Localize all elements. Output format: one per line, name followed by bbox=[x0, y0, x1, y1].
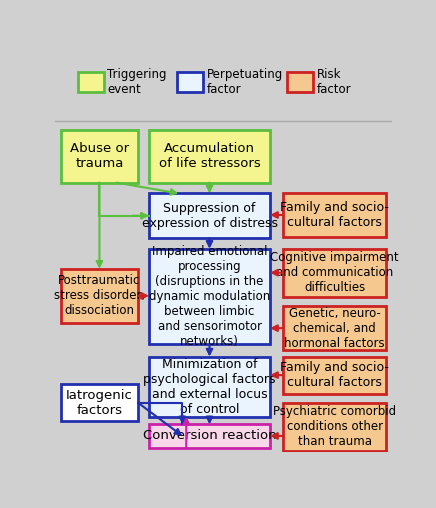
Text: Iatrogenic
factors: Iatrogenic factors bbox=[66, 389, 133, 417]
Text: Cognitive impairment
and communication
difficulties: Cognitive impairment and communication d… bbox=[270, 251, 399, 294]
Text: Minimization of
psychological factors
and external locus
of control: Minimization of psychological factors an… bbox=[143, 358, 276, 416]
FancyBboxPatch shape bbox=[61, 130, 138, 182]
Text: Accumulation
of life stressors: Accumulation of life stressors bbox=[159, 142, 260, 171]
FancyBboxPatch shape bbox=[61, 385, 138, 421]
FancyBboxPatch shape bbox=[149, 357, 270, 417]
FancyBboxPatch shape bbox=[283, 357, 386, 394]
FancyBboxPatch shape bbox=[283, 403, 386, 451]
FancyBboxPatch shape bbox=[149, 194, 270, 238]
Text: Family and socio-
cultural factors: Family and socio- cultural factors bbox=[280, 201, 389, 229]
FancyBboxPatch shape bbox=[283, 249, 386, 297]
FancyBboxPatch shape bbox=[78, 72, 104, 92]
FancyBboxPatch shape bbox=[149, 249, 270, 344]
Text: Risk
factor: Risk factor bbox=[317, 68, 351, 96]
Text: Suppression of
expression of distress: Suppression of expression of distress bbox=[142, 202, 277, 230]
Text: Psychiatric comorbid
conditions other
than trauma: Psychiatric comorbid conditions other th… bbox=[273, 405, 396, 448]
Text: Family and socio-
cultural factors: Family and socio- cultural factors bbox=[280, 361, 389, 389]
FancyBboxPatch shape bbox=[149, 130, 270, 182]
FancyBboxPatch shape bbox=[283, 306, 386, 351]
Text: Abuse or
trauma: Abuse or trauma bbox=[70, 142, 129, 171]
Text: Triggering
event: Triggering event bbox=[107, 68, 167, 96]
Text: Conversion reaction: Conversion reaction bbox=[143, 429, 276, 442]
FancyBboxPatch shape bbox=[283, 194, 386, 237]
FancyBboxPatch shape bbox=[149, 424, 270, 448]
Text: Impaired emotional
processing
(disruptions in the
dynamic modulation
between lim: Impaired emotional processing (disruptio… bbox=[149, 245, 270, 348]
FancyBboxPatch shape bbox=[61, 269, 138, 323]
Text: Posttraumatic
stress disorder,
dissociation: Posttraumatic stress disorder, dissociat… bbox=[54, 274, 145, 318]
Text: Genetic, neuro-
chemical, and
hormonal factors: Genetic, neuro- chemical, and hormonal f… bbox=[284, 307, 385, 350]
Text: Perpetuating
factor: Perpetuating factor bbox=[206, 68, 283, 96]
FancyBboxPatch shape bbox=[287, 72, 313, 92]
FancyBboxPatch shape bbox=[177, 72, 203, 92]
